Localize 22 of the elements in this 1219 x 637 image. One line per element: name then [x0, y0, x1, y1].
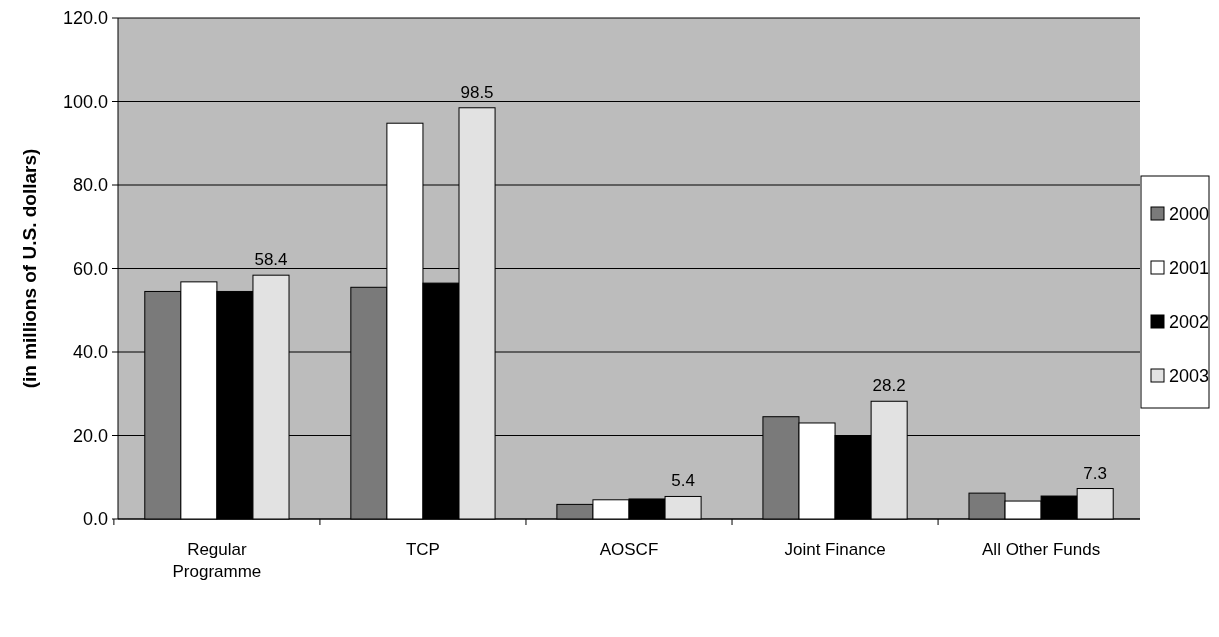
y-tick-label: 100.0	[62, 91, 108, 112]
y-tick-label: 80.0	[72, 175, 108, 196]
y-tick-label: 0.0	[82, 509, 108, 530]
data-label: 7.3	[1083, 463, 1107, 483]
y-tick-label: 40.0	[72, 342, 108, 363]
legend-label: 2000	[1169, 204, 1210, 225]
legend-label: 2001	[1169, 258, 1210, 279]
legend-label: 2002	[1169, 312, 1210, 333]
x-tick-label: Regular Programme	[172, 540, 262, 581]
x-tick-label: Joint Finance	[784, 540, 886, 559]
y-axis-title: (in millions of U.S. dollars)	[19, 148, 40, 389]
data-label: 5.4	[671, 471, 695, 491]
y-tick-label: 20.0	[72, 425, 108, 446]
data-label: 58.4	[254, 250, 288, 270]
x-tick-label: AOSCF	[599, 540, 659, 559]
y-tick-label: 120.0	[62, 8, 108, 29]
legend-label: 2003	[1169, 366, 1210, 387]
data-label: 28.2	[872, 376, 906, 396]
x-tick-label: All Other Funds	[982, 540, 1101, 559]
y-tick-label: 60.0	[72, 258, 108, 279]
x-tick-label: TCP	[405, 540, 440, 559]
data-label: 98.5	[460, 82, 494, 102]
